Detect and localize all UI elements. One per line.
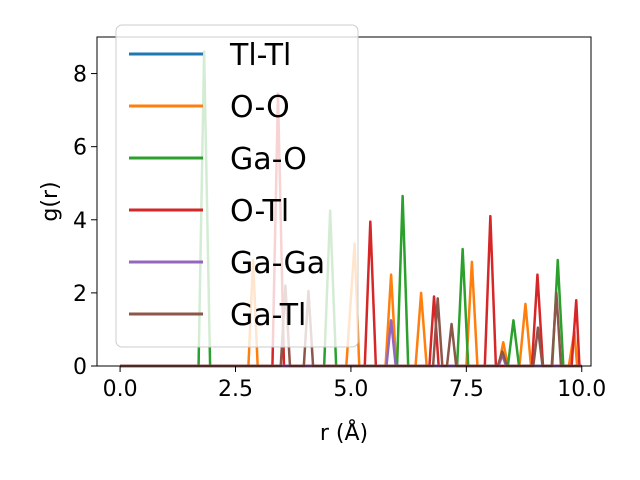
legend-label-3: O-Tl — [230, 194, 289, 229]
y-tick-label: 8 — [73, 63, 87, 88]
y-tick-label: 2 — [73, 282, 87, 307]
y-tick-label: 4 — [73, 209, 87, 234]
y-tick-label: 0 — [73, 355, 87, 380]
x-tick-label: 7.5 — [449, 377, 484, 402]
legend-label-4: Ga-Ga — [230, 246, 325, 281]
x-axis-label: r (Å) — [320, 419, 368, 446]
tick-layer: 0.0 2.5 5.0 7.5 10.0 0 2 4 6 8 — [73, 63, 606, 402]
legend-label-5: Ga-Tl — [230, 298, 306, 333]
legend-label-2: Ga-O — [230, 142, 307, 177]
y-axis-label: g(r) — [38, 181, 63, 221]
x-tick-label: 10.0 — [557, 377, 606, 402]
x-tick-label: 2.5 — [218, 377, 253, 402]
y-tick-label: 6 — [73, 136, 87, 161]
x-tick-label: 0.0 — [103, 377, 138, 402]
legend: Tl-Tl O-O Ga-O O-Tl Ga-Ga Ga-Tl — [115, 24, 359, 348]
legend-label-1: O-O — [230, 90, 290, 125]
legend-label-0: Tl-Tl — [229, 38, 291, 73]
x-tick-label: 5.0 — [333, 377, 368, 402]
